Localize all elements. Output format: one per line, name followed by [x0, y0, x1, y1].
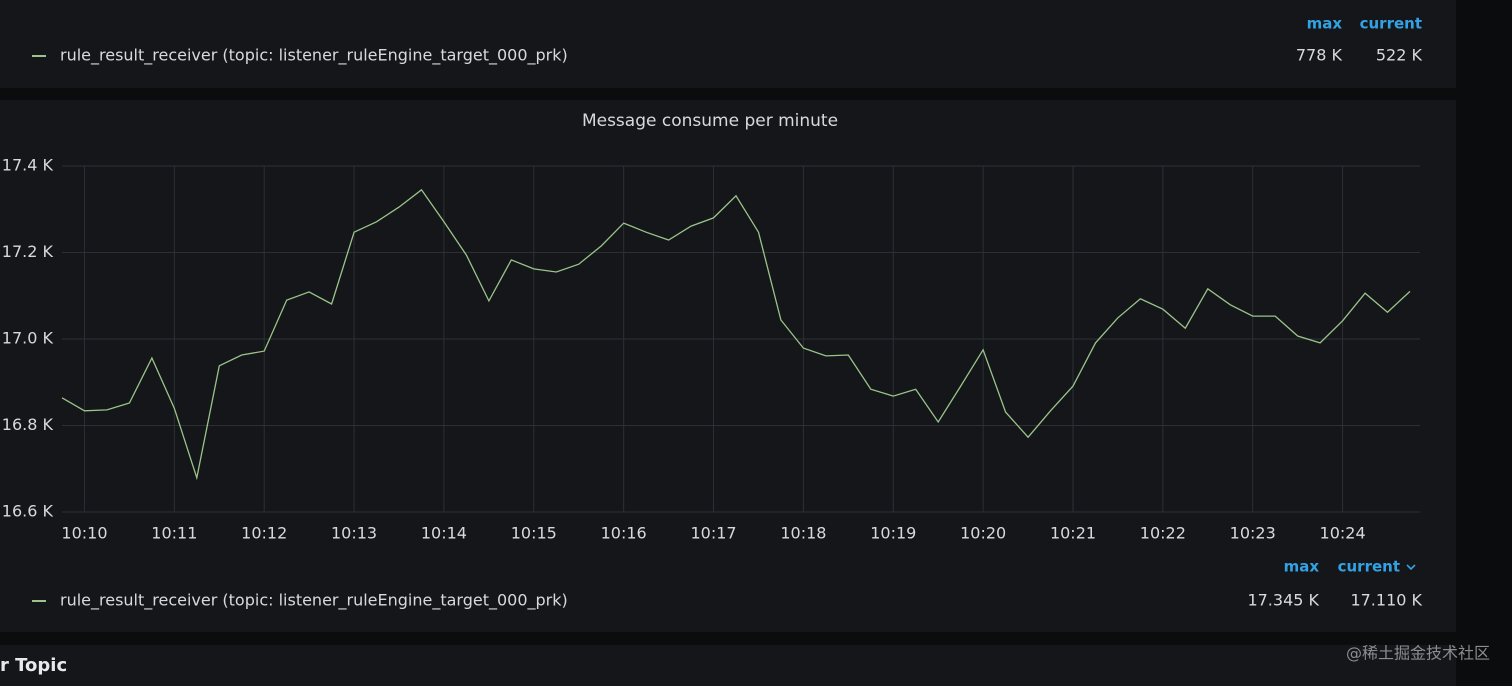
legend-label[interactable]: rule_result_receiver (topic: listener_ru… — [60, 591, 568, 611]
section-title: r Topic — [0, 655, 67, 676]
y-tick-label: 17.4 K — [2, 156, 54, 175]
legend-header[interactable]: current — [1338, 558, 1400, 576]
legend-header[interactable]: max — [1307, 15, 1343, 33]
y-tick-label: 17.2 K — [2, 242, 54, 261]
chart-title: Message consume per minute — [582, 111, 838, 131]
x-tick-label: 10:24 — [1320, 524, 1366, 543]
x-tick-label: 10:12 — [241, 524, 287, 543]
y-tick-label: 17.0 K — [2, 329, 54, 348]
legend-value: 522 K — [1376, 46, 1423, 65]
x-tick-label: 10:22 — [1140, 524, 1186, 543]
x-tick-label: 10:14 — [421, 524, 467, 543]
legend-value: 17.345 K — [1247, 591, 1319, 610]
x-tick-label: 10:18 — [780, 524, 826, 543]
legend-value: 778 K — [1296, 46, 1343, 65]
y-tick-label: 16.6 K — [2, 502, 54, 521]
x-tick-label: 10:11 — [151, 524, 197, 543]
x-tick-label: 10:15 — [511, 524, 557, 543]
sort-chevron[interactable] — [1406, 564, 1416, 571]
section-row — [0, 645, 1456, 686]
x-tick-label: 10:21 — [1050, 524, 1096, 543]
legend-header[interactable]: current — [1360, 15, 1422, 33]
x-tick-label: 10:16 — [601, 524, 647, 543]
legend-header[interactable]: max — [1284, 558, 1320, 576]
x-tick-label: 10:19 — [870, 524, 916, 543]
chart-panel — [0, 100, 1456, 632]
x-tick-label: 10:17 — [690, 524, 736, 543]
x-tick-label: 10:20 — [960, 524, 1006, 543]
data-line — [61, 188, 1411, 481]
y-tick-label: 16.8 K — [2, 415, 54, 434]
legend-label[interactable]: rule_result_receiver (topic: listener_ru… — [60, 46, 568, 66]
watermark: @稀土掘金技术社区 — [1346, 644, 1490, 663]
x-tick-label: 10:10 — [61, 524, 107, 543]
x-tick-label: 10:13 — [331, 524, 377, 543]
legend-value: 17.110 K — [1350, 591, 1422, 610]
top-panel — [0, 0, 1456, 88]
x-tick-label: 10:23 — [1230, 524, 1276, 543]
